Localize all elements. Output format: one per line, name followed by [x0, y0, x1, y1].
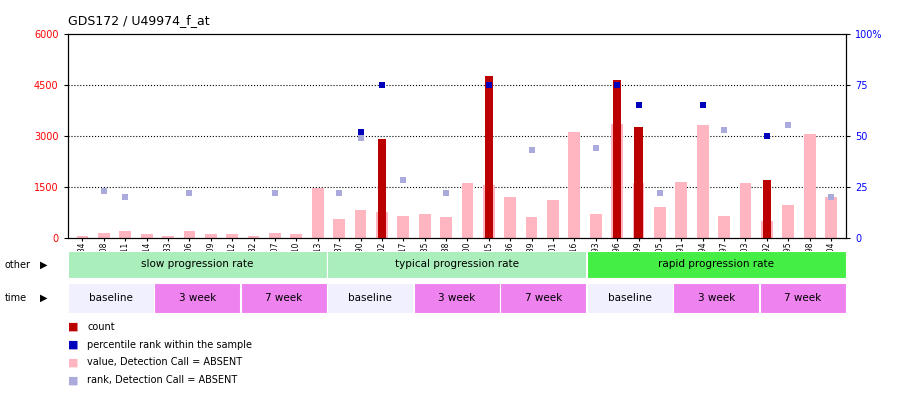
- Bar: [762, 180, 771, 238]
- Bar: [611, 124, 623, 238]
- Bar: [462, 183, 473, 238]
- Bar: [155, 283, 240, 313]
- Text: value, Detection Call = ABSENT: value, Detection Call = ABSENT: [87, 357, 242, 367]
- Bar: [226, 234, 239, 238]
- Bar: [675, 181, 688, 238]
- Bar: [184, 231, 195, 238]
- Bar: [76, 236, 88, 238]
- Bar: [205, 234, 217, 238]
- Bar: [673, 283, 759, 313]
- Text: GDS172 / U49974_f_at: GDS172 / U49974_f_at: [68, 14, 209, 27]
- Bar: [718, 215, 730, 238]
- Bar: [98, 232, 110, 238]
- Bar: [587, 283, 672, 313]
- Bar: [312, 188, 324, 238]
- Bar: [376, 212, 388, 238]
- Bar: [613, 80, 621, 238]
- Bar: [633, 183, 644, 238]
- Text: ▶: ▶: [40, 259, 47, 270]
- Text: 3 week: 3 week: [698, 293, 735, 303]
- Text: 7 week: 7 week: [525, 293, 562, 303]
- Bar: [68, 251, 327, 278]
- Bar: [825, 197, 837, 238]
- Text: ■: ■: [68, 375, 78, 385]
- Bar: [569, 132, 580, 238]
- Bar: [418, 214, 430, 238]
- Text: 7 week: 7 week: [784, 293, 822, 303]
- Bar: [483, 185, 495, 238]
- Bar: [697, 126, 708, 238]
- Bar: [740, 183, 752, 238]
- Bar: [68, 283, 154, 313]
- Bar: [241, 283, 327, 313]
- Text: 3 week: 3 week: [178, 293, 216, 303]
- Bar: [634, 127, 643, 238]
- Bar: [120, 231, 131, 238]
- Bar: [440, 217, 452, 238]
- Bar: [500, 283, 586, 313]
- Bar: [526, 217, 537, 238]
- Text: ■: ■: [68, 322, 78, 332]
- Bar: [782, 205, 794, 238]
- Bar: [484, 76, 493, 238]
- Bar: [590, 214, 601, 238]
- Bar: [162, 236, 174, 238]
- Text: other: other: [4, 259, 31, 270]
- Bar: [355, 210, 366, 238]
- Bar: [547, 200, 559, 238]
- Text: slow progression rate: slow progression rate: [141, 259, 254, 269]
- Bar: [587, 251, 846, 278]
- Bar: [398, 215, 410, 238]
- Text: baseline: baseline: [348, 293, 392, 303]
- Text: baseline: baseline: [608, 293, 652, 303]
- Text: 7 week: 7 week: [266, 293, 302, 303]
- Text: ▶: ▶: [40, 293, 47, 303]
- Bar: [760, 283, 846, 313]
- Bar: [804, 134, 815, 238]
- Text: percentile rank within the sample: percentile rank within the sample: [87, 339, 252, 350]
- Text: rank, Detection Call = ABSENT: rank, Detection Call = ABSENT: [87, 375, 238, 385]
- Bar: [140, 234, 152, 238]
- Text: time: time: [4, 293, 27, 303]
- Text: baseline: baseline: [89, 293, 132, 303]
- Bar: [504, 197, 516, 238]
- Bar: [414, 283, 500, 313]
- Text: 3 week: 3 week: [438, 293, 475, 303]
- Bar: [333, 219, 345, 238]
- Text: ■: ■: [68, 357, 78, 367]
- Bar: [269, 232, 281, 238]
- Text: rapid progression rate: rapid progression rate: [658, 259, 774, 269]
- Bar: [378, 139, 386, 238]
- Bar: [328, 283, 413, 313]
- Text: typical progression rate: typical progression rate: [395, 259, 518, 269]
- Text: count: count: [87, 322, 115, 332]
- Bar: [761, 221, 773, 238]
- Bar: [328, 251, 586, 278]
- Bar: [654, 207, 666, 238]
- Text: ■: ■: [68, 339, 78, 350]
- Bar: [248, 236, 259, 238]
- Bar: [291, 234, 302, 238]
